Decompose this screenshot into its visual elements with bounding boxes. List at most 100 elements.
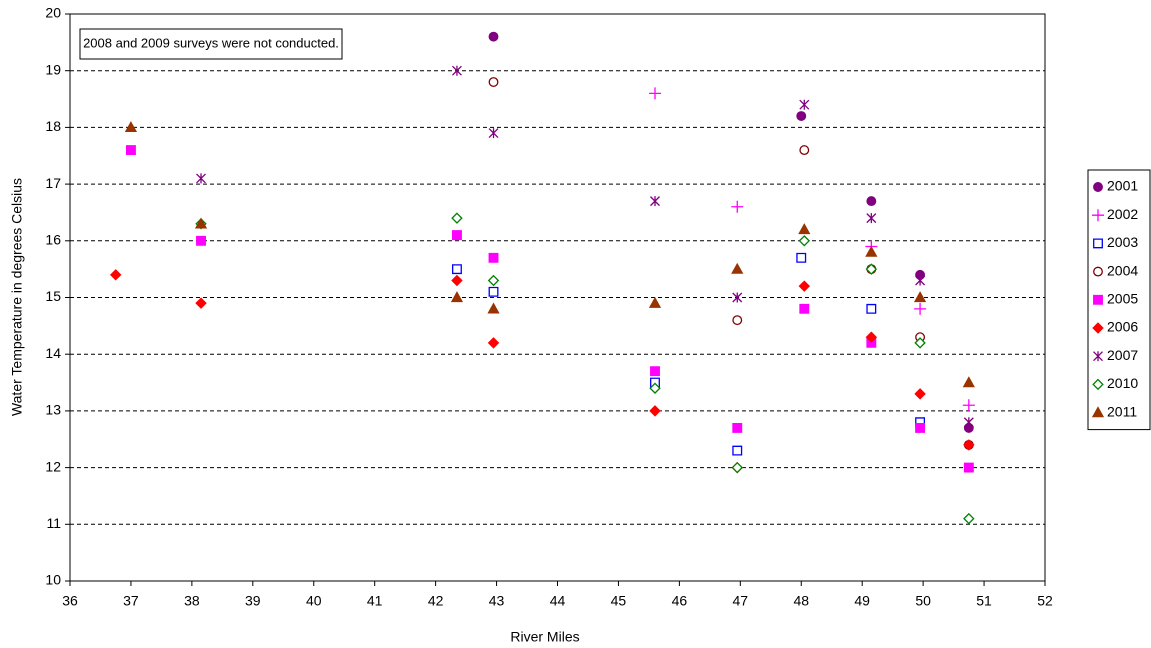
y-tick-label: 16: [45, 232, 61, 248]
y-tick-label: 20: [45, 5, 61, 21]
marker: [915, 275, 926, 286]
x-tick-label: 52: [1037, 593, 1053, 609]
marker: [865, 331, 878, 343]
marker: [913, 291, 927, 303]
marker: [1093, 266, 1103, 277]
marker: [798, 223, 811, 235]
marker: [866, 303, 877, 314]
legend-label: 2003: [1107, 234, 1138, 250]
marker: [1093, 351, 1103, 362]
y-tick-label: 18: [45, 118, 61, 134]
marker: [963, 512, 975, 525]
marker: [650, 366, 660, 377]
marker: [488, 252, 499, 263]
marker: [487, 302, 500, 314]
legend-item: 2010: [1092, 375, 1138, 391]
marker: [488, 286, 499, 297]
marker: [732, 315, 743, 326]
marker: [196, 173, 206, 184]
marker: [1092, 322, 1104, 334]
marker: [109, 269, 122, 281]
x-tick-label: 45: [611, 593, 627, 609]
marker: [865, 245, 878, 257]
marker: [914, 388, 926, 400]
marker: [451, 65, 462, 76]
marker: [488, 128, 499, 139]
x-tick-label: 42: [428, 593, 444, 609]
marker: [451, 274, 463, 287]
legend-label: 2011: [1107, 403, 1137, 419]
y-tick-label: 10: [45, 572, 61, 588]
legend-label: 2001: [1107, 178, 1138, 194]
marker: [124, 121, 138, 133]
x-tick-label: 44: [550, 593, 566, 609]
marker: [649, 382, 661, 394]
legend-item: 2007: [1093, 347, 1138, 363]
marker: [452, 264, 462, 275]
marker: [1092, 378, 1104, 391]
legend-item: 2011: [1091, 403, 1137, 419]
x-tick-label: 39: [245, 593, 261, 609]
x-tick-label: 46: [672, 593, 688, 609]
marker: [487, 274, 500, 287]
marker: [1093, 238, 1103, 249]
marker: [866, 213, 877, 224]
marker: [450, 291, 464, 303]
y-tick-label: 14: [45, 345, 61, 361]
marker: [648, 296, 662, 308]
legend-label: 2002: [1107, 206, 1138, 222]
x-tick-label: 38: [184, 593, 200, 609]
marker: [452, 230, 462, 241]
x-tick-label: 50: [915, 593, 931, 609]
marker: [798, 280, 811, 292]
plot-frame: [69, 13, 1046, 582]
marker: [914, 337, 926, 349]
marker: [866, 196, 877, 207]
marker: [487, 337, 500, 349]
marker: [650, 196, 660, 207]
x-tick-label: 36: [62, 593, 78, 609]
marker: [649, 87, 661, 100]
annotation: 2008 and 2009 surveys were not conducted…: [83, 35, 339, 50]
marker: [1091, 406, 1105, 418]
legend-label: 2005: [1107, 291, 1138, 307]
legend-label: 2004: [1107, 262, 1138, 278]
marker: [488, 31, 499, 42]
legend-item: 2004: [1093, 262, 1138, 278]
marker: [731, 262, 744, 274]
legend-item: 2005: [1093, 291, 1138, 307]
legend-label: 2007: [1107, 347, 1138, 363]
marker: [865, 263, 878, 275]
x-tick-label: 43: [489, 593, 505, 609]
marker: [731, 200, 744, 213]
x-tick-label: 49: [854, 593, 870, 609]
marker: [196, 235, 206, 246]
y-tick-label: 11: [46, 515, 61, 531]
annotation-box: [79, 28, 343, 60]
marker: [796, 111, 807, 122]
x-tick-label: 51: [976, 593, 992, 609]
marker: [488, 77, 499, 87]
marker: [799, 145, 810, 156]
x-tick-label: 41: [367, 593, 383, 609]
marker: [125, 145, 136, 156]
marker: [649, 405, 661, 417]
marker: [195, 297, 207, 309]
marker: [962, 399, 975, 412]
legend-label: 2006: [1107, 319, 1138, 335]
marker: [963, 417, 974, 428]
y-axis-title: Water Temperature in degrees Celsius: [9, 178, 25, 416]
x-tick-label: 47: [733, 593, 749, 609]
legend-label: 2010: [1107, 375, 1138, 391]
marker: [194, 217, 208, 229]
y-tick-label: 12: [45, 458, 61, 474]
marker: [732, 422, 743, 433]
marker: [963, 462, 974, 473]
y-tick-label: 13: [45, 402, 61, 418]
marker: [799, 303, 810, 314]
legend-item: 2001: [1093, 178, 1138, 194]
legend-item: 2003: [1093, 234, 1138, 250]
marker: [1092, 209, 1104, 222]
marker: [798, 235, 811, 247]
